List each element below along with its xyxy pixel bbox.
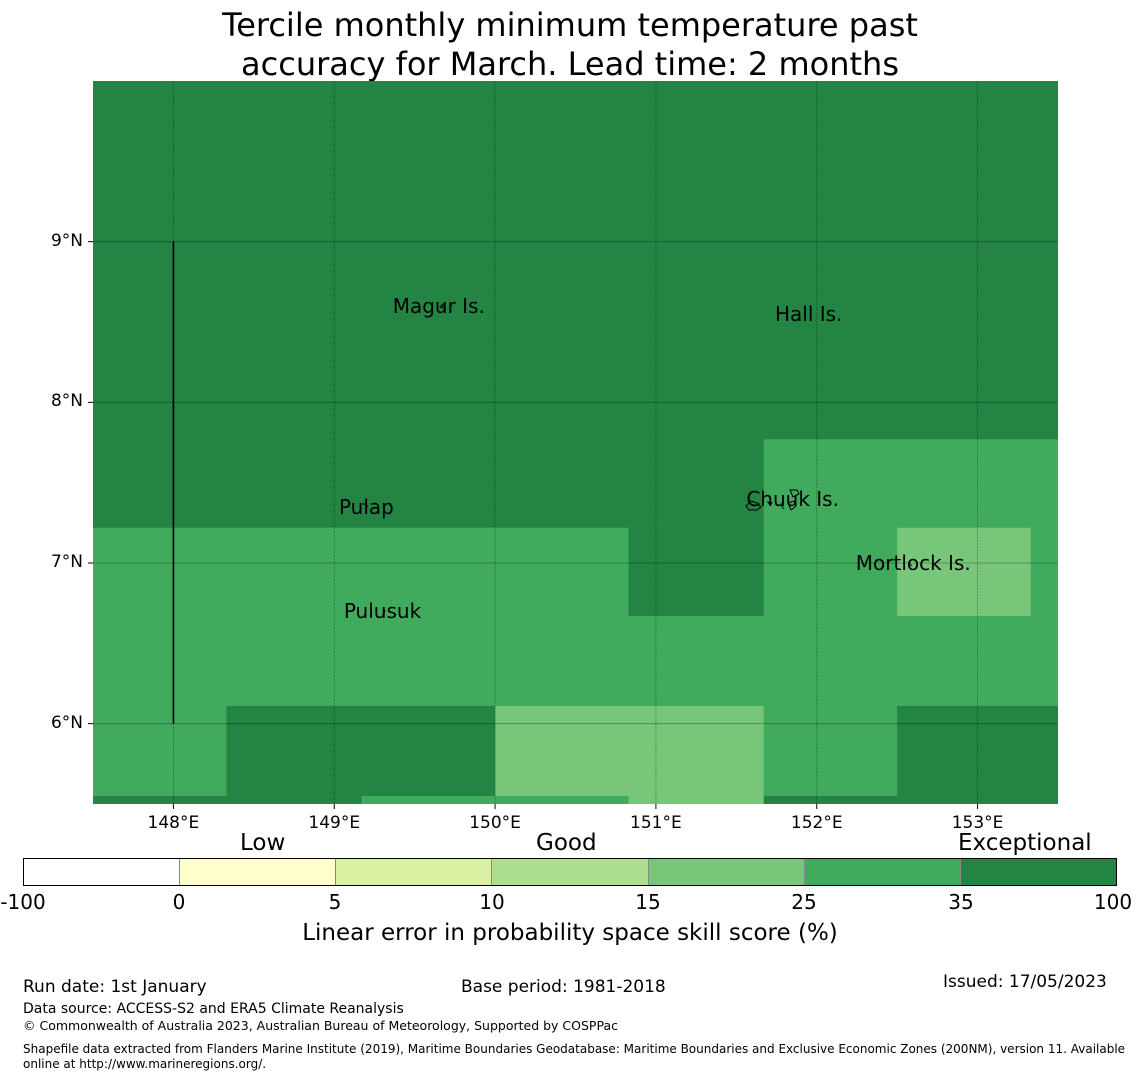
pulusuk-island-outline	[383, 609, 386, 615]
colorbar-segment	[180, 859, 337, 885]
colorbar-label: Linear error in probability space skill …	[302, 920, 838, 946]
skill-cell	[93, 795, 362, 804]
magur-island-outline	[439, 302, 444, 309]
pulap-island-outline	[362, 503, 369, 508]
lat-tick-label: 8°N	[50, 391, 83, 412]
lon-tick-label: 151°E	[630, 813, 682, 833]
shapefile-credit-line-2: online at http://www.marineregions.org/.	[23, 1057, 267, 1071]
colorbar-tick-label: 5	[328, 890, 342, 914]
lat-tick-label: 9°N	[50, 230, 83, 251]
skill-map	[88, 81, 1058, 809]
colorbar-segment	[804, 859, 961, 885]
skill-cell	[628, 527, 764, 617]
place-label: Pulusuk	[343, 599, 422, 624]
place-label: Hall Is.	[774, 301, 843, 326]
map-gridlines	[93, 81, 1058, 804]
skill-cell	[763, 439, 1058, 528]
lat-tick-label: 7°N	[50, 552, 83, 572]
copyright: © Commonwealth of Australia 2023, Austra…	[23, 1018, 618, 1033]
category-low-label: Low	[240, 830, 286, 856]
category-good-label: Good	[536, 830, 597, 856]
colorbar-tick-label: 25	[791, 890, 817, 914]
colorbar-segment	[24, 859, 181, 885]
lon-tick-label: 149°E	[308, 813, 361, 833]
chuuk-lagoon-outline	[745, 489, 800, 511]
colorbar	[23, 858, 1117, 886]
colorbar-tick-label: 10	[479, 890, 505, 914]
shapefile-credit-line-1: Shapefile data extracted from Flanders M…	[23, 1042, 1126, 1056]
base-period: Base period: 1981-2018	[461, 977, 666, 997]
run-date: Run date: 1st January	[23, 977, 207, 997]
skill-cell	[897, 527, 1031, 617]
skill-cell	[361, 795, 629, 804]
lat-tick-label: 6°N	[50, 712, 83, 733]
lon-tick-label: 150°E	[469, 813, 521, 833]
place-label: Chuuk Is.	[746, 486, 839, 511]
mortlock-island-outline	[908, 562, 913, 567]
lon-tick-label: 152°E	[790, 813, 843, 833]
colorbar-tick-label: 100	[1093, 890, 1133, 914]
lon-tick-label: 153°E	[951, 813, 1004, 833]
colorbar-tick-label: 0	[172, 890, 186, 914]
place-label: Pulap	[338, 494, 394, 519]
map-axis-ticks	[88, 241, 979, 809]
place-label: Mortlock Is.	[855, 551, 971, 575]
colorbar-segment	[960, 859, 1116, 885]
map-cells	[93, 439, 1058, 804]
chart-title-line-2: accuracy for March. Lead time: 2 months	[241, 45, 899, 83]
issued-date: Issued: 17/05/2023	[943, 972, 1107, 992]
lon-tick-label: 148°E	[147, 813, 200, 833]
colorbar-segment	[648, 859, 805, 885]
category-exceptional-label: Exceptional	[958, 830, 1092, 856]
chart-title-line-1: Tercile monthly minimum temperature past	[222, 6, 918, 44]
colorbar-segment	[336, 859, 493, 885]
skill-cell	[897, 705, 1058, 796]
skill-cell	[226, 705, 496, 796]
data-source: Data source: ACCESS-S2 and ERA5 Climate …	[23, 1001, 404, 1017]
colorbar-tick-label: 15	[635, 890, 661, 914]
place-label: Magur Is.	[392, 293, 485, 318]
colorbar-tick-label: -100	[0, 890, 46, 914]
colorbar-tick-label: 35	[948, 890, 974, 914]
island-outlines	[362, 302, 913, 615]
colorbar-segment	[492, 859, 649, 885]
skill-cell	[495, 705, 764, 804]
